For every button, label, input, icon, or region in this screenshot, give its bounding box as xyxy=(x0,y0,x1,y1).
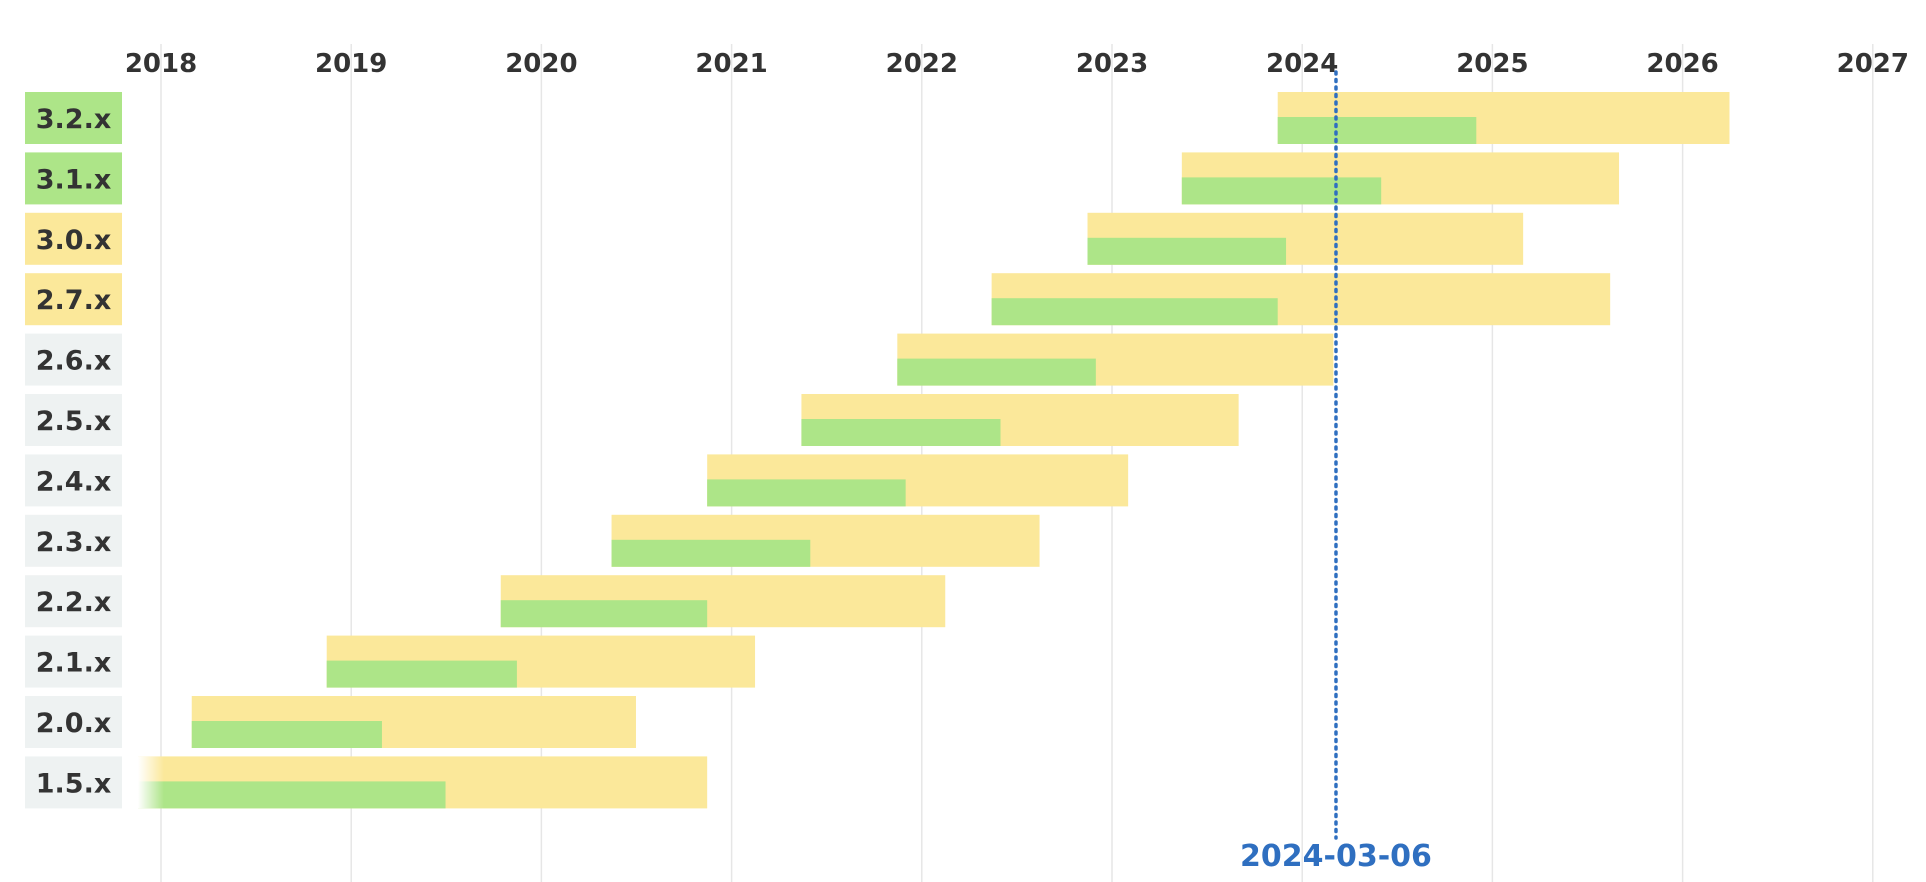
version-row-3.2.x: 3.2.x xyxy=(25,92,1730,144)
version-label: 2.2.x xyxy=(36,587,112,618)
version-label-box xyxy=(25,212,122,265)
version-row-2.3.x: 2.3.x xyxy=(25,514,1040,567)
year-tick-label-2022: 2022 xyxy=(886,49,958,79)
active-support-bar xyxy=(897,358,1096,386)
bar-fade-left xyxy=(138,756,164,809)
active-support-bar xyxy=(801,419,1001,446)
version-label-box xyxy=(25,394,122,446)
year-tick-label-2021: 2021 xyxy=(695,49,767,79)
version-row-2.2.x: 2.2.x xyxy=(25,575,946,628)
year-tick-label-2025: 2025 xyxy=(1456,49,1528,79)
active-support-bar xyxy=(500,600,708,628)
version-label: 3.2.x xyxy=(36,104,112,135)
year-tick-label-2024: 2024 xyxy=(1266,49,1338,79)
version-row-2.7.x: 2.7.x xyxy=(25,273,1611,326)
version-label-box xyxy=(25,333,122,386)
version-label: 2.7.x xyxy=(36,285,112,316)
active-support-bar xyxy=(707,479,906,507)
year-tick-label-2027: 2027 xyxy=(1837,49,1909,79)
version-label: 1.5.x xyxy=(36,768,112,799)
version-row-2.4.x: 2.4.x xyxy=(25,454,1129,507)
active-support-bar xyxy=(1277,117,1477,144)
version-label: 3.1.x xyxy=(36,164,112,195)
active-support-bar xyxy=(326,660,517,688)
version-label-box xyxy=(25,696,122,748)
active-support-bar xyxy=(611,539,811,567)
version-row-2.0.x: 2.0.x xyxy=(25,696,636,748)
today-marker: 2024-03-06 xyxy=(1240,70,1432,874)
year-tick-label-2020: 2020 xyxy=(505,49,577,79)
version-label: 3.0.x xyxy=(36,225,112,256)
version-label: 2.3.x xyxy=(36,527,112,558)
version-row-3.0.x: 3.0.x xyxy=(25,212,1524,265)
version-label: 2.6.x xyxy=(36,346,112,377)
version-rows: 3.2.x 3.1.x 3.0.x 2.7.x 2.6.x 2.5.x 2.4.x 2.3.x… xyxy=(25,92,1730,809)
year-tick-label-2018: 2018 xyxy=(125,49,197,79)
version-label: 2.1.x xyxy=(36,648,112,679)
version-row-1.5.x: 1.5.x xyxy=(25,756,708,809)
active-support-bar xyxy=(1181,177,1382,205)
year-tick-label-2026: 2026 xyxy=(1646,49,1718,79)
x-axis-tick-labels: 2018 2019 2020 2021 2022 2023 2024 2025 2026 2027 xyxy=(125,49,1909,79)
year-tick-label-2019: 2019 xyxy=(315,49,387,79)
version-label: 2.4.x xyxy=(36,466,112,497)
version-label-box xyxy=(25,514,122,567)
year-tick-label-2023: 2023 xyxy=(1076,49,1148,79)
active-support-bar xyxy=(1087,237,1287,265)
version-label-box xyxy=(25,575,122,628)
version-label: 2.0.x xyxy=(36,708,112,739)
version-label-box xyxy=(25,454,122,507)
version-label-box xyxy=(25,273,122,326)
version-row-2.6.x: 2.6.x xyxy=(25,333,1334,386)
version-label-box xyxy=(25,152,122,205)
version-row-2.5.x: 2.5.x xyxy=(25,394,1239,446)
active-support-bar xyxy=(991,298,1278,326)
version-label-box xyxy=(25,756,122,809)
version-label-box xyxy=(25,92,122,144)
version-row-2.1.x: 2.1.x xyxy=(25,635,756,688)
version-label-box xyxy=(25,635,122,688)
active-support-bar xyxy=(138,781,446,809)
active-support-bar xyxy=(191,721,382,748)
version-label: 2.5.x xyxy=(36,406,112,437)
version-row-3.1.x: 3.1.x xyxy=(25,152,1620,205)
today-date-label: 2024-03-06 xyxy=(1240,839,1432,874)
